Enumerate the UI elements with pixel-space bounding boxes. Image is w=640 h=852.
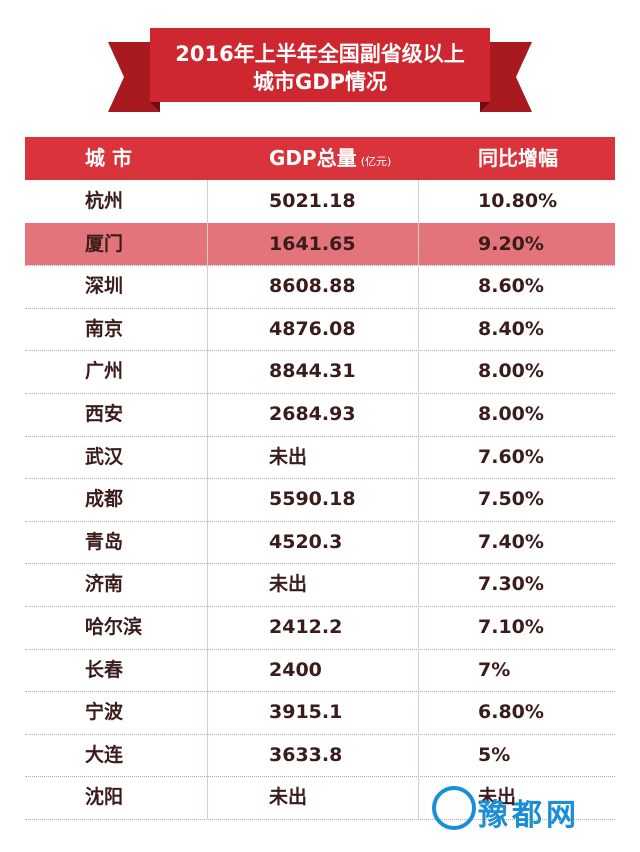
watermark-text: 豫都网 [478, 798, 580, 833]
ribbon-fold-left [150, 102, 160, 112]
header-cell: 同比增幅 [478, 137, 558, 180]
gdp-table: 城 市 GDP总量 (亿元) 同比增幅杭州 5021.18 10.80% 厦门 1641.65… [25, 137, 615, 823]
row-separator [25, 648, 615, 650]
table-cell: 未出 [269, 786, 308, 809]
table-cell: 沈阳 [85, 786, 124, 809]
row-separator [25, 265, 615, 267]
ribbon-fold-right [480, 102, 490, 112]
table-cell: 未出 [269, 573, 308, 596]
table-cell: 2684.93 [269, 403, 356, 425]
ribbon-tail-left [108, 42, 160, 112]
table-cell: 长春 [85, 658, 124, 681]
table-cell: 未出 [269, 445, 308, 468]
watermark-logo [432, 786, 476, 830]
row-separator [25, 819, 615, 820]
header-cell: GDP总量 (亿元) [269, 137, 391, 180]
table-cell: 1641.65 [269, 232, 356, 255]
table-cell: 杭州 [85, 190, 124, 212]
column-separator [207, 180, 208, 819]
table-cell: 8844.31 [269, 360, 356, 383]
table-cell: 武汉 [85, 445, 124, 468]
table-cell: 2400 [269, 658, 322, 681]
table-cell: 5590.18 [269, 488, 356, 511]
table-cell: 广州 [85, 360, 124, 383]
table-cell: 青岛 [85, 530, 124, 553]
title-banner [108, 28, 532, 112]
row-separator [25, 393, 615, 394]
table-cell: 5% [478, 743, 511, 766]
table-cell: 8608.88 [269, 275, 356, 298]
ribbon-tail-right [480, 42, 532, 112]
highlight-row [25, 222, 615, 266]
title-line: 城市GDP情况 [252, 70, 388, 94]
table-cell: 大连 [85, 743, 124, 766]
table-cell: 宁波 [85, 701, 124, 724]
table-cell: 9.20% [478, 232, 544, 255]
table-cell: 7% [478, 658, 511, 681]
row-separator [25, 520, 615, 522]
table-cell: 8.40% [478, 317, 544, 340]
row-separator [25, 691, 615, 693]
header-text: 同比增幅 [478, 146, 558, 170]
table-cell: 7.40% [478, 530, 544, 553]
row-separator [25, 733, 615, 735]
table-cell: 8.60% [478, 275, 544, 298]
header-cell: 城 市 [85, 137, 132, 180]
table-cell: 2412.2 [269, 616, 343, 638]
table-cell: 西安 [85, 403, 124, 425]
row-separator [25, 478, 615, 480]
table-cell: 5021.18 [269, 190, 356, 212]
column-separator [418, 180, 419, 819]
table-cell: 济南 [85, 573, 124, 596]
ribbon-body [150, 28, 490, 102]
table-cell: 4520.3 [269, 530, 343, 553]
table-cell: 6.80% [478, 701, 544, 724]
row-separator [25, 435, 615, 437]
table-cell: 8.00% [478, 403, 544, 425]
table-cell: 未出 [478, 786, 517, 809]
title-line: 2016年上半年全国副省级以上 [175, 42, 465, 66]
header-text: 城 市 [85, 146, 132, 170]
header-text: GDP总量 [269, 146, 357, 170]
table-cell: 7.30% [478, 573, 544, 596]
table-cell: 7.10% [478, 616, 544, 638]
row-separator [25, 563, 615, 565]
row-separator [25, 307, 615, 309]
table-cell: 深圳 [85, 275, 124, 298]
table-cell: 3915.1 [269, 701, 343, 724]
table-cell: 7.50% [478, 488, 544, 511]
row-separator [25, 350, 615, 352]
table-cell: 8.00% [478, 360, 544, 383]
table-cell: 3633.8 [269, 743, 343, 766]
table-cell: 南京 [85, 317, 124, 340]
table-cell: 哈尔滨 [85, 616, 143, 638]
row-separator [25, 606, 615, 607]
header-row [25, 137, 615, 180]
table-cell: 7.60% [478, 445, 544, 468]
table-cell: 厦门 [85, 232, 124, 255]
table-cell: 4876.08 [269, 317, 356, 340]
table-cell: 10.80% [478, 190, 558, 212]
row-separator [25, 776, 615, 778]
table-cell: 成都 [85, 488, 124, 511]
header-unit: (亿元) [360, 155, 392, 168]
